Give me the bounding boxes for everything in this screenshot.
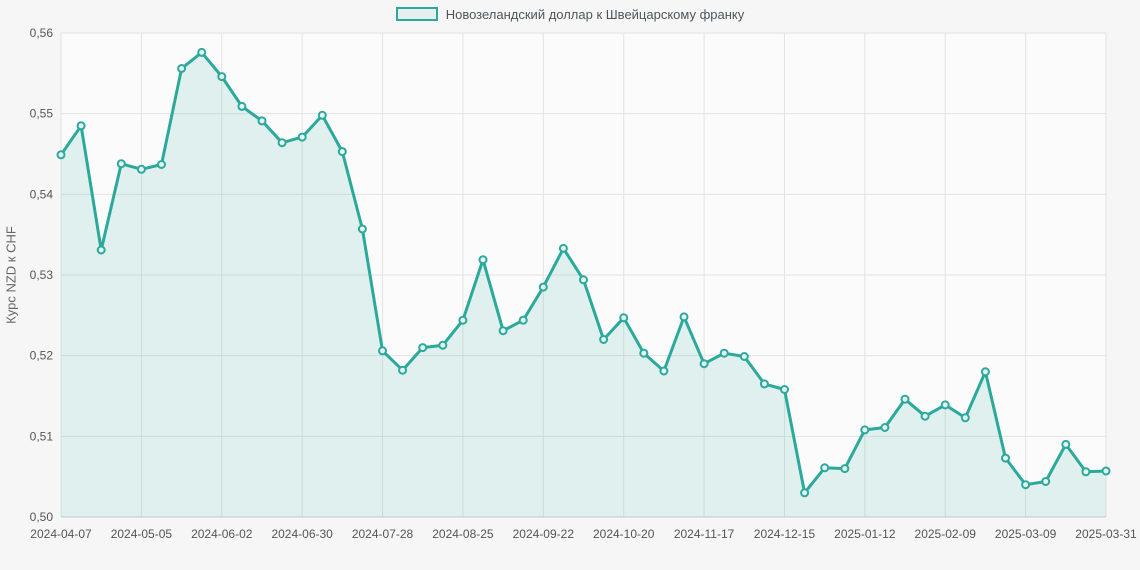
x-tick-label: 2024-06-02 xyxy=(191,527,253,541)
data-point-marker[interactable] xyxy=(277,138,287,148)
data-point-marker[interactable] xyxy=(116,159,126,169)
data-point-marker[interactable] xyxy=(237,101,247,111)
data-point-marker[interactable] xyxy=(398,365,408,375)
data-point-marker[interactable] xyxy=(378,346,387,356)
data-point-marker[interactable] xyxy=(458,315,468,325)
data-point-marker[interactable] xyxy=(177,64,187,73)
x-tick-label: 2024-10-20 xyxy=(593,527,655,541)
y-tick-label: 0,55 xyxy=(30,107,54,121)
x-tick-label: 2024-05-05 xyxy=(111,527,173,541)
legend-series-label: Новозеландский доллар к Швейцарскому фра… xyxy=(445,6,745,22)
data-point-marker[interactable] xyxy=(759,379,769,389)
data-point-marker[interactable] xyxy=(56,150,66,160)
x-tick-label: 2025-02-09 xyxy=(915,527,977,541)
data-point-marker[interactable] xyxy=(920,411,930,421)
data-point-marker[interactable] xyxy=(438,340,448,350)
data-point-marker[interactable] xyxy=(980,367,990,377)
data-point-marker[interactable] xyxy=(1061,439,1071,449)
data-point-marker[interactable] xyxy=(478,255,488,265)
data-point-marker[interactable] xyxy=(679,312,689,322)
data-point-marker[interactable] xyxy=(900,394,910,404)
data-point-marker[interactable] xyxy=(197,47,207,57)
legend-item[interactable]: Новозеландский доллар к Швейцарскому фра… xyxy=(0,5,1140,23)
data-point-marker[interactable] xyxy=(880,423,890,432)
legend-series-swatch xyxy=(395,7,438,21)
y-tick-label: 0,52 xyxy=(30,349,54,363)
data-point-marker[interactable] xyxy=(960,413,970,423)
data-point-marker[interactable] xyxy=(739,352,749,361)
data-point-marker[interactable] xyxy=(1041,477,1051,486)
y-tick-label: 0,54 xyxy=(30,187,54,201)
x-tick-label: 2024-08-25 xyxy=(432,527,494,541)
data-point-marker[interactable] xyxy=(337,147,347,157)
data-point-marker[interactable] xyxy=(1001,453,1010,463)
y-tick-label: 0,53 xyxy=(30,268,54,282)
data-point-marker[interactable] xyxy=(579,275,588,285)
data-point-marker[interactable] xyxy=(558,243,568,253)
x-tick-label: 2024-11-17 xyxy=(674,527,735,541)
y-tick-label: 0,51 xyxy=(30,429,54,443)
data-point-marker[interactable] xyxy=(940,400,950,410)
data-point-marker[interactable] xyxy=(317,110,327,120)
data-point-marker[interactable] xyxy=(719,348,729,358)
data-point-marker[interactable] xyxy=(659,366,669,376)
data-point-marker[interactable] xyxy=(1021,480,1031,490)
data-point-marker[interactable] xyxy=(257,116,267,126)
data-point-marker[interactable] xyxy=(1081,467,1091,477)
data-point-marker[interactable] xyxy=(498,326,508,336)
y-tick-label: 0,50 xyxy=(30,510,54,524)
data-point-marker[interactable] xyxy=(860,425,870,435)
data-point-marker[interactable] xyxy=(157,160,166,169)
data-point-marker[interactable] xyxy=(76,121,86,131)
data-point-marker[interactable] xyxy=(297,132,307,142)
data-point-marker[interactable] xyxy=(639,348,649,358)
y-axis-title: Курс NZD к CHF xyxy=(3,226,19,324)
data-point-marker[interactable] xyxy=(538,282,548,292)
data-point-marker[interactable] xyxy=(1101,466,1111,476)
series-area xyxy=(61,52,1106,518)
x-tick-label: 2024-07-28 xyxy=(352,527,414,541)
data-point-marker[interactable] xyxy=(96,245,106,255)
x-tick-label: 2024-12-15 xyxy=(754,527,816,541)
data-point-marker[interactable] xyxy=(217,72,227,82)
data-point-marker[interactable] xyxy=(619,313,629,323)
x-tick-label: 2024-09-22 xyxy=(513,527,575,541)
data-point-marker[interactable] xyxy=(518,315,528,325)
data-point-marker[interactable] xyxy=(820,463,830,473)
data-point-marker[interactable] xyxy=(599,335,609,344)
data-point-marker[interactable] xyxy=(840,464,850,474)
x-tick-label: 2025-01-12 xyxy=(834,527,896,541)
data-point-marker[interactable] xyxy=(780,385,789,394)
data-point-marker[interactable] xyxy=(800,488,810,498)
y-tick-label: 0,56 xyxy=(30,26,54,40)
data-point-marker[interactable] xyxy=(136,164,146,174)
x-tick-label: 2024-04-07 xyxy=(30,527,92,541)
data-point-marker[interactable] xyxy=(699,359,709,369)
x-tick-label: 2024-06-30 xyxy=(271,527,333,541)
data-point-marker[interactable] xyxy=(357,224,367,234)
data-point-marker[interactable] xyxy=(418,343,428,353)
x-tick-label: 2025-03-31 xyxy=(1075,527,1137,541)
x-tick-label: 2025-03-09 xyxy=(995,527,1057,541)
